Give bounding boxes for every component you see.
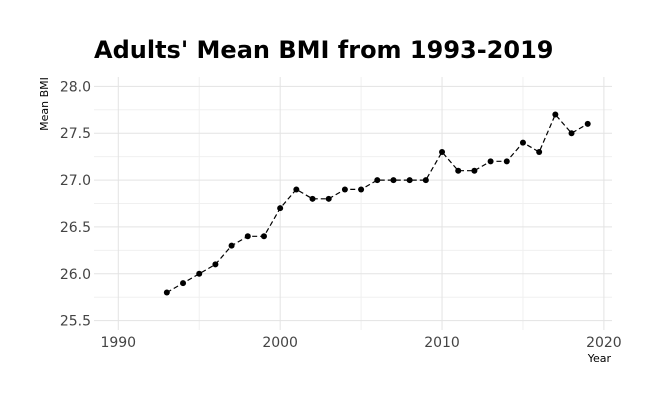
x-tick-label: 2000 <box>262 335 298 351</box>
bmi-series-line <box>166 113 588 294</box>
y-axis-title: Mean BMI <box>38 77 51 131</box>
data-point <box>325 195 332 202</box>
data-point <box>568 130 575 137</box>
x-tick-label: 2010 <box>424 335 460 351</box>
data-point <box>309 195 316 202</box>
y-axis-ticks: 25.5 26.0 26.5 27.0 27.5 28.0 <box>60 79 91 329</box>
data-point <box>471 167 478 174</box>
y-tick-label: 27.5 <box>60 126 91 142</box>
data-point <box>228 242 235 249</box>
data-point <box>422 177 429 184</box>
y-tick-label: 26.0 <box>60 267 91 283</box>
y-tick-label: 26.5 <box>60 220 91 236</box>
data-point <box>406 177 413 184</box>
data-point <box>260 233 267 240</box>
chart-title: Adults' Mean BMI from 1993-2019 <box>94 36 553 64</box>
data-point <box>244 233 251 240</box>
x-axis-ticks: 1990 2000 2010 2020 <box>100 335 621 351</box>
data-point <box>374 177 381 184</box>
data-point <box>277 205 284 212</box>
y-tick-label: 28.0 <box>60 79 91 95</box>
data-point <box>519 139 526 146</box>
data-point <box>584 120 591 127</box>
x-tick-label: 2020 <box>586 335 622 351</box>
data-point <box>180 280 187 287</box>
data-point <box>455 167 462 174</box>
data-point <box>552 111 559 118</box>
data-point <box>196 270 203 277</box>
data-point <box>390 177 397 184</box>
data-point <box>503 158 510 165</box>
data-point <box>212 261 219 268</box>
x-tick-label: 1990 <box>100 335 136 351</box>
data-point <box>536 148 543 155</box>
data-point <box>358 186 365 193</box>
data-point <box>439 148 446 155</box>
y-tick-label: 25.5 <box>60 314 91 330</box>
data-point <box>487 158 494 165</box>
bmi-series-points <box>163 111 591 296</box>
x-axis-title: Year <box>587 352 612 365</box>
data-point <box>341 186 348 193</box>
y-tick-label: 27.0 <box>60 173 91 189</box>
grid <box>94 77 612 330</box>
data-point <box>163 289 170 296</box>
data-point <box>293 186 300 193</box>
